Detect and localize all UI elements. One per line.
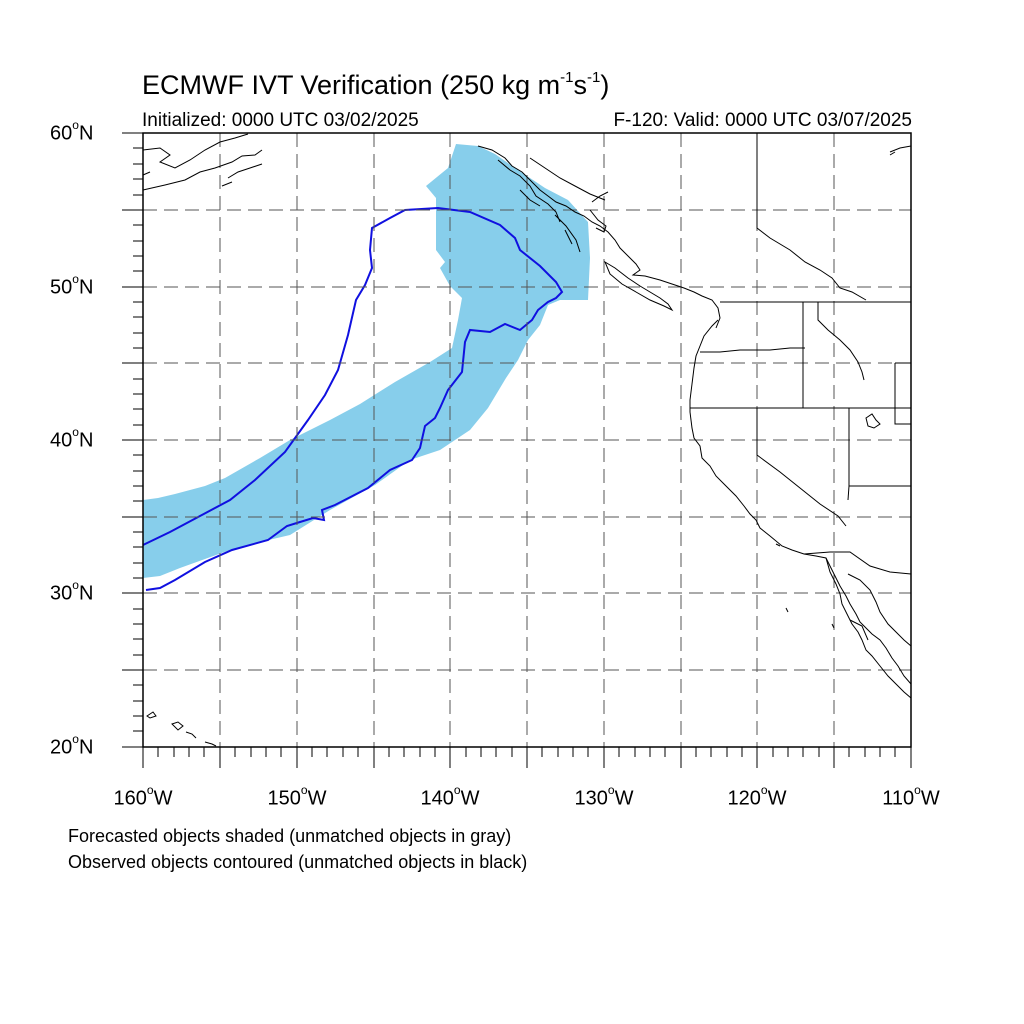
coastlines xyxy=(142,133,912,747)
lat-label-20n: 20oN xyxy=(50,732,94,759)
lon-label-140w: 140oW xyxy=(420,783,480,810)
lon-label-150w: 150oW xyxy=(267,783,327,810)
lon-label-130w: 130oW xyxy=(574,783,634,810)
lat-label-40n: 40oN xyxy=(50,425,94,452)
valid-time: F-120: Valid: 0000 UTC 03/07/2025 xyxy=(613,110,912,131)
lat-lon-grid xyxy=(143,133,911,747)
initialized-time: Initialized: 0000 UTC 03/02/2025 xyxy=(142,110,419,131)
forecast-note: Forecasted objects shaded (unmatched obj… xyxy=(68,826,512,846)
observed-note: Observed objects contoured (unmatched ob… xyxy=(68,852,528,872)
lon-label-110w: 110oW xyxy=(882,783,940,810)
political-borders xyxy=(529,133,912,575)
observed-ivt-contour xyxy=(142,206,564,591)
chart-title: ECMWF IVT Verification (250 kg m-1s-1) xyxy=(142,69,610,100)
axis-ticks xyxy=(122,132,912,768)
lat-label-30n: 30oN xyxy=(50,578,94,605)
lon-label-160w: 160oW xyxy=(113,783,173,810)
lon-label-120w: 120oW xyxy=(727,783,787,810)
forecast-ivt-object xyxy=(143,144,590,578)
lat-label-50n: 50oN xyxy=(50,272,94,299)
lat-label-60n: 60oN xyxy=(50,118,94,145)
